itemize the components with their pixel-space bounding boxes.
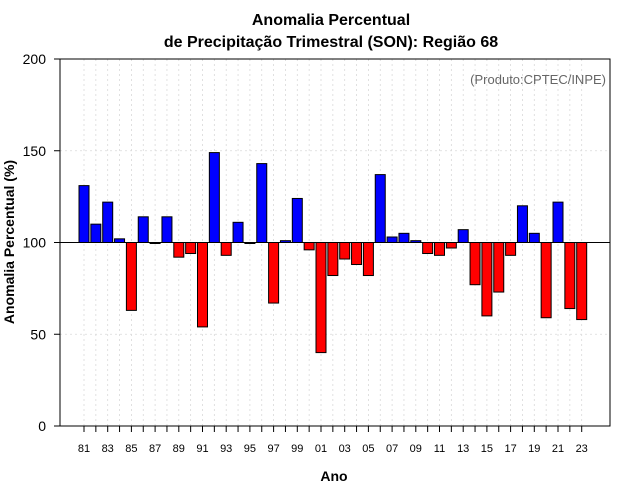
x-tick-label: 21 <box>552 443 564 455</box>
x-tick-label: 17 <box>504 443 516 455</box>
x-tick-label: 23 <box>576 443 588 455</box>
x-tick-label: 85 <box>125 443 137 455</box>
bar-03 <box>339 242 351 260</box>
bar-14 <box>469 242 481 286</box>
x-tick-label: 91 <box>196 443 208 455</box>
x-tick-label: 81 <box>78 443 90 455</box>
x-tick-label: 89 <box>173 443 185 455</box>
bar-89 <box>173 242 185 258</box>
y-tick-label: 100 <box>23 235 47 251</box>
bar-81 <box>78 185 90 244</box>
bar-96 <box>256 163 268 243</box>
x-tick-label: 95 <box>244 443 256 455</box>
bar-82 <box>90 223 102 243</box>
bar-18 <box>516 205 528 244</box>
bar-22 <box>564 242 576 310</box>
bar-11 <box>434 242 445 256</box>
y-axis-ticks: 0 50 100 150 200 <box>23 51 60 434</box>
bars-group <box>78 152 588 354</box>
x-tick-label: 83 <box>102 443 114 455</box>
x-tick-label: 99 <box>291 443 303 455</box>
bar-07 <box>386 236 398 243</box>
bar-88 <box>161 216 173 243</box>
bar-19 <box>528 232 540 243</box>
bar-00 <box>303 242 315 251</box>
x-tick-label: 07 <box>386 443 398 455</box>
bar-85 <box>125 242 137 311</box>
bar-05 <box>362 242 374 277</box>
bar-15 <box>481 242 493 317</box>
x-tick-label: 97 <box>267 443 279 455</box>
bar-86 <box>137 216 149 243</box>
y-tick-label: 200 <box>23 51 47 67</box>
bar-99 <box>291 197 303 244</box>
bar-84 <box>114 238 126 244</box>
bar-08 <box>398 232 410 243</box>
bar-04 <box>351 242 363 266</box>
bar-92 <box>208 152 220 244</box>
bar-13 <box>457 229 469 243</box>
bar-01 <box>315 242 327 354</box>
grid-lines <box>60 59 610 426</box>
y-axis-label: Anomalia Percentual (%) <box>1 160 17 324</box>
x-tick-label: 03 <box>339 443 351 455</box>
bar-97 <box>268 242 280 304</box>
bar-17 <box>505 242 517 256</box>
x-tick-label: 11 <box>434 443 445 455</box>
x-axis-label: Ano <box>320 468 347 484</box>
bar-02 <box>327 242 339 277</box>
bar-20 <box>540 242 552 319</box>
bar-21 <box>552 201 564 244</box>
bar-16 <box>493 242 505 293</box>
y-tick-label: 50 <box>30 326 46 342</box>
y-tick-label: 150 <box>23 143 47 159</box>
x-tick-label: 09 <box>410 443 422 455</box>
x-tick-label: 19 <box>528 443 540 455</box>
chart-title-line1: Anomalia Percentual <box>252 12 410 29</box>
bar-10 <box>422 242 434 255</box>
bar-12 <box>445 242 457 249</box>
x-tick-label: 01 <box>315 443 327 455</box>
bar-23 <box>576 242 588 321</box>
x-tick-label: 93 <box>220 443 232 455</box>
bar-83 <box>102 201 114 244</box>
x-tick-label: 15 <box>481 443 493 455</box>
bar-90 <box>185 242 197 255</box>
bar-91 <box>197 242 208 328</box>
bar-93 <box>220 242 232 256</box>
bar-06 <box>374 174 386 243</box>
x-tick-label: 05 <box>362 443 374 455</box>
chart-title-line2: de Precipitação Trimestral (SON): Região… <box>164 34 498 51</box>
x-tick-label: 87 <box>149 443 161 455</box>
x-tick-label: 13 <box>457 443 469 455</box>
bar-94 <box>232 221 244 244</box>
credit-label: (Produto:CPTEC/INPE) <box>470 72 606 87</box>
x-axis-ticks: 81 83 85 87 89 91 93 95 97 99 01 03 05 07 09 11 13 15 17 19… <box>78 426 588 455</box>
y-tick-label: 0 <box>38 418 46 434</box>
